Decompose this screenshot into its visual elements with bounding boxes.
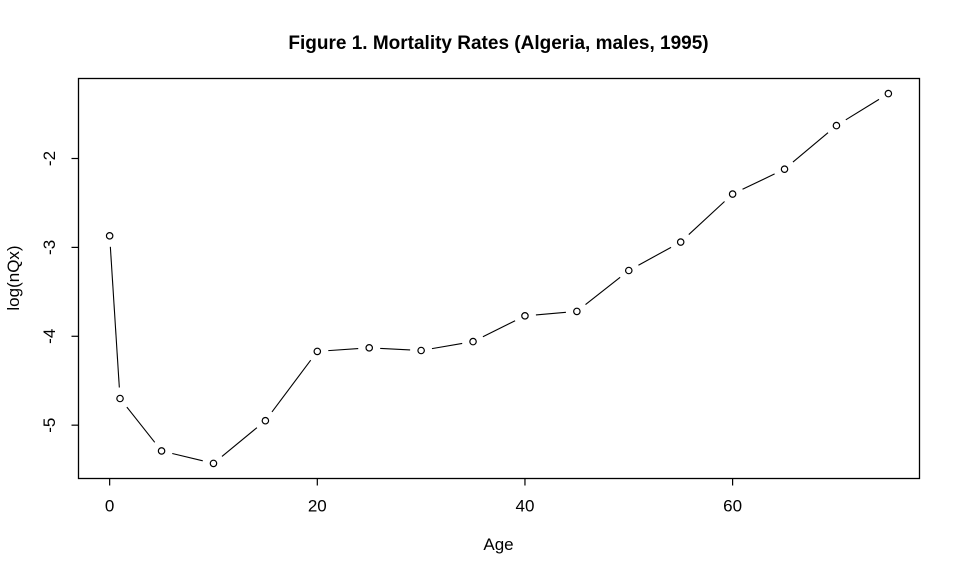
data-point	[157, 447, 166, 455]
series-segment	[792, 132, 829, 163]
y-tick-label: -3	[40, 240, 59, 255]
x-tick-label: 20	[308, 497, 327, 516]
series-segment	[845, 98, 880, 121]
series-segment	[328, 348, 359, 352]
series-segment	[109, 246, 120, 388]
y-tick-label: -5	[40, 418, 59, 433]
series-segment	[221, 427, 258, 457]
series-segment	[585, 276, 621, 306]
series-segment	[535, 311, 566, 316]
data-point	[261, 416, 270, 425]
x-axis-label: Age	[483, 535, 514, 554]
data-point	[624, 266, 633, 275]
series-segment	[271, 359, 312, 413]
data-point	[521, 312, 529, 320]
series-segment	[688, 201, 725, 235]
data-point	[884, 89, 893, 98]
series-segment	[172, 452, 203, 462]
series-segment	[638, 246, 672, 266]
data-point	[365, 344, 374, 352]
series-segment	[431, 342, 463, 350]
data-point	[417, 346, 425, 355]
data-point	[780, 165, 789, 173]
plot-box	[77, 77, 921, 480]
data-point	[728, 190, 737, 198]
data-point	[209, 459, 218, 468]
data-point	[116, 394, 124, 403]
data-point	[469, 337, 477, 346]
series-segment	[380, 347, 411, 351]
data-point	[832, 121, 841, 130]
data-point	[105, 232, 114, 240]
x-tick-label: 60	[723, 497, 742, 516]
series-segment	[482, 320, 516, 338]
y-tick-label: -2	[40, 151, 59, 166]
y-axis-label: log(nQx)	[4, 245, 23, 311]
data-point	[676, 238, 685, 246]
x-tick-label: 0	[105, 497, 114, 516]
data-point	[573, 307, 581, 316]
series-segment	[126, 406, 156, 443]
figure-title: Figure 1. Mortality Rates (Algeria, male…	[288, 33, 709, 54]
x-tick-label: 40	[515, 497, 534, 516]
series-segment	[742, 173, 775, 190]
data-point	[313, 347, 322, 356]
y-tick-label: -4	[40, 329, 59, 344]
